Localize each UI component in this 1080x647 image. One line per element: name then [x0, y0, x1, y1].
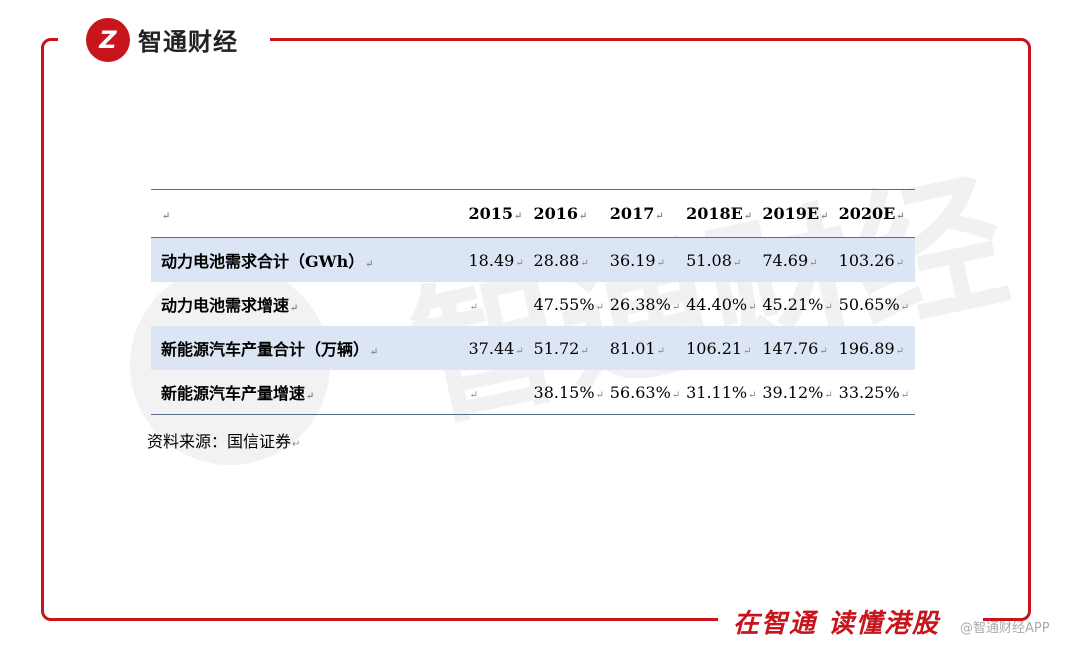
table-cell: 28.88↵: [533, 237, 610, 282]
data-table: ↵ 2015↵ 2016↵ 2017↵ 2018E↵ 2019E↵ 2020E↵…: [151, 189, 915, 415]
table-cell: 103.26↵: [838, 237, 915, 282]
table-cell: 39.12%↵: [762, 382, 833, 402]
header-year-2018e: 2018E↵: [686, 204, 753, 223]
table-cell: 56.63%↵: [609, 382, 681, 402]
header-year-2016: 2016↵: [533, 204, 588, 223]
table-cell: ↵: [469, 301, 478, 313]
table-cell: 45.21%↵: [762, 294, 833, 314]
footer-slogan-area: [718, 596, 983, 642]
row-label: 动力电池需求合计（GWh）↵: [151, 237, 469, 282]
header-corner-cell: ↵: [162, 211, 171, 222]
table-cell: 47.55%↵: [533, 294, 604, 314]
brand-name: 智通财经: [138, 28, 238, 56]
table-cell: 81.01↵: [609, 326, 687, 370]
table-cell: 147.76↵: [762, 326, 839, 370]
table-cell: 44.40%↵: [686, 294, 757, 314]
table-cell: 50.65%↵: [838, 294, 910, 314]
table-cell: 33.25%↵: [838, 382, 910, 402]
table-cell: 196.89↵: [838, 326, 915, 370]
table-cell: 36.19↵: [609, 237, 687, 282]
header-year-2015: 2015↵: [468, 204, 523, 223]
table-cell: ↵: [469, 389, 478, 401]
table-cell: 38.15%↵: [533, 382, 604, 402]
table-row: 新能源汽车产量合计（万辆）↵ 37.44↵ 51.72↵ 81.01↵ 106.…: [151, 326, 915, 370]
row-label: 动力电池需求增速↵: [161, 296, 299, 315]
header-year-2020e: 2020E↵: [838, 204, 905, 223]
row-label: 新能源汽车产量增速↵: [161, 384, 315, 403]
credit-watermark: @智通财经APP: [960, 621, 1050, 636]
table-row: 新能源汽车产量增速↵ ↵ 38.15%↵ 56.63%↵ 31.11%↵ 39.…: [151, 370, 915, 415]
table-cell: 74.69↵: [762, 237, 839, 282]
header-year-2017: 2017↵: [609, 204, 664, 223]
table-row: 动力电池需求合计（GWh）↵ 18.49↵ 28.88↵ 36.19↵ 51.0…: [151, 237, 915, 282]
table-row: 动力电池需求增速↵ ↵ 47.55%↵ 26.38%↵ 44.40%↵ 45.2…: [151, 282, 915, 326]
table-cell: 37.44↵: [468, 326, 534, 370]
brand-slogan: 在智通 读懂港股: [733, 609, 941, 639]
table-cell: 106.21↵: [686, 326, 763, 370]
row-label: 新能源汽车产量合计（万辆）↵: [151, 326, 469, 370]
header-year-2019e: 2019E↵: [762, 204, 829, 223]
brand-logo-icon: Z: [86, 18, 130, 62]
table-cell: 26.38%↵: [609, 294, 681, 314]
source-note: 资料来源：国信证券↵: [147, 432, 301, 451]
table-cell: 31.11%↵: [686, 382, 757, 402]
table-cell: 51.72↵: [533, 326, 610, 370]
page-frame: [41, 38, 1031, 621]
table-cell: 18.49↵: [468, 237, 534, 282]
table-cell: 51.08↵: [686, 237, 763, 282]
table-header-row: ↵ 2015↵ 2016↵ 2017↵ 2018E↵ 2019E↵ 2020E↵: [151, 189, 915, 238]
